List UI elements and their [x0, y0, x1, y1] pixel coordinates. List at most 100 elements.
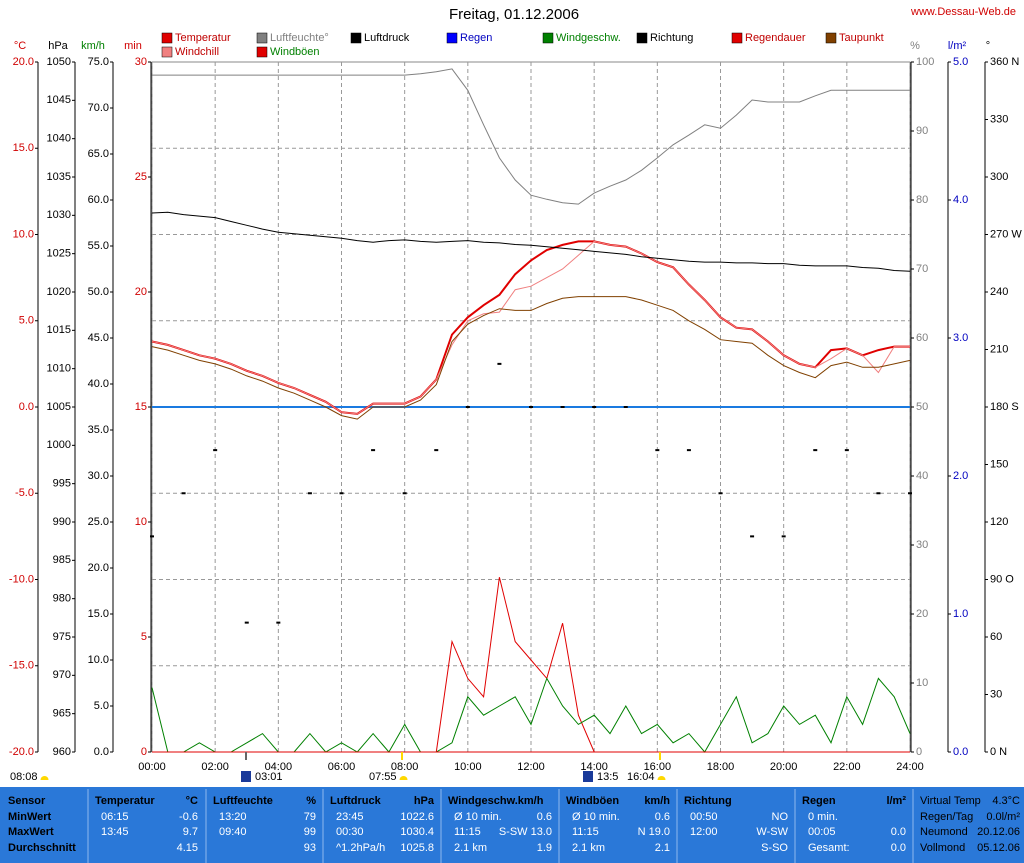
- legend-label: Luftfeuchte°: [270, 32, 329, 44]
- y-tick-label: 50: [916, 401, 928, 413]
- direction-dot: [150, 535, 154, 538]
- y-tick-label: 10: [916, 677, 928, 689]
- y-tick-label: 990: [53, 516, 71, 528]
- series-line: [151, 211, 911, 272]
- astro-time: 13:5: [597, 771, 618, 783]
- table-value: 0.6: [655, 811, 670, 823]
- site-link[interactable]: www.Dessau-Web.de: [910, 6, 1016, 18]
- series-line: [151, 240, 910, 415]
- y-tick-label: 25.0: [88, 516, 109, 528]
- x-tick-label: 16:00: [644, 761, 672, 773]
- table-value: S-SW 13.0: [499, 826, 552, 838]
- astro-time: 07:55: [369, 771, 397, 783]
- y-tick-label: 20: [135, 286, 147, 298]
- table-value: S-SO: [761, 842, 788, 854]
- legend-label: Taupunkt: [839, 32, 884, 44]
- y-tick-label: 270 W: [990, 228, 1022, 240]
- table-value: 0.0: [891, 826, 906, 838]
- direction-dot: [686, 449, 691, 452]
- x-tick-label: 04:00: [265, 761, 293, 773]
- y-tick-label: 965: [53, 708, 71, 720]
- y-tick-label: 30: [135, 56, 147, 68]
- table-value: 0.0: [891, 842, 906, 854]
- table-value: 0.0l/m²: [986, 811, 1020, 823]
- table-header: Windgeschw.km/h: [448, 795, 544, 807]
- y-tick-label: 1025: [47, 248, 71, 260]
- y-tick-label: 0.0: [953, 746, 968, 758]
- y-tick-label: 60: [916, 332, 928, 344]
- table-value: NO: [772, 811, 789, 823]
- table-unit: hPa: [414, 795, 435, 807]
- y-tick-label: 55.0: [88, 240, 109, 252]
- table-value: 1030.4: [400, 826, 434, 838]
- y-tick-label: 40.0: [88, 378, 109, 390]
- table-cell: 2.1 km: [572, 842, 605, 854]
- direction-dot: [244, 621, 249, 624]
- table-header: Windböen: [566, 795, 619, 807]
- table-cell: Ø 10 min.: [454, 811, 502, 823]
- direction-dot: [497, 362, 502, 365]
- y-tick-label: -20.0: [9, 746, 34, 758]
- direction-dot: [750, 535, 755, 538]
- y-tick-label: 1015: [47, 324, 71, 336]
- y-tick-label: 120: [990, 516, 1008, 528]
- moon-icon: [241, 771, 251, 782]
- table-cell: Ø 10 min.: [572, 811, 620, 823]
- table-value: 2.1: [655, 842, 670, 854]
- x-tick-label: 02:00: [201, 761, 229, 773]
- table-header: Luftfeuchte: [213, 795, 273, 807]
- y-tick-label: 960: [53, 746, 71, 758]
- table-value: N 19.0: [638, 826, 670, 838]
- y-tick-label: 45.0: [88, 332, 109, 344]
- y-tick-label: 40: [916, 470, 928, 482]
- axis-title: °: [986, 40, 990, 52]
- direction-dot: [718, 492, 723, 495]
- direction-dot: [434, 449, 439, 452]
- table-unit: %: [306, 795, 316, 807]
- axis-title: km/h: [81, 40, 105, 52]
- y-tick-label: 90: [916, 125, 928, 137]
- table-value: 1022.6: [400, 811, 434, 823]
- sun-icon: [399, 776, 408, 780]
- table-value: -0.6: [179, 811, 198, 823]
- y-tick-label: 60: [990, 631, 1002, 643]
- table-header: Temperatur: [95, 795, 155, 807]
- y-tick-label: 1.0: [953, 608, 968, 620]
- y-tick-label: 4.0: [953, 194, 968, 206]
- table-value: 1.9: [537, 842, 552, 854]
- legend-label: Regendauer: [745, 32, 806, 44]
- y-tick-label: 75.0: [88, 56, 109, 68]
- legend-swatch: [256, 32, 268, 44]
- table-cell: ^1.2hPa/h: [336, 842, 385, 854]
- table-cell: 11:15: [572, 826, 599, 838]
- table-cell: 13:45: [101, 826, 129, 838]
- table-header: Richtung: [684, 795, 732, 807]
- y-tick-label: 3.0: [953, 332, 968, 344]
- direction-dot: [402, 492, 407, 495]
- x-tick-label: 00:00: [138, 761, 166, 773]
- y-tick-label: 5: [141, 631, 147, 643]
- table-row-label: Durchschnitt: [8, 842, 76, 854]
- axis-title: l/m²: [948, 40, 967, 52]
- y-tick-label: 1005: [47, 401, 71, 413]
- axis-title: °C: [14, 40, 26, 52]
- y-tick-label: 330: [990, 113, 1008, 125]
- y-tick-label: 240: [990, 286, 1008, 298]
- y-tick-label: 1045: [47, 94, 71, 106]
- sun-icon: [657, 776, 666, 780]
- table-value: 4.15: [177, 842, 198, 854]
- y-tick-label: 975: [53, 631, 71, 643]
- y-tick-label: 30: [916, 539, 928, 551]
- x-tick-label: 06:00: [328, 761, 356, 773]
- legend-swatch: [731, 32, 743, 44]
- astro-time: 16:04: [627, 771, 655, 783]
- y-tick-label: 30: [990, 688, 1002, 700]
- y-tick-label: 5.0: [19, 315, 34, 327]
- legend-swatch: [350, 32, 362, 44]
- y-tick-label: 1000: [47, 439, 71, 451]
- table-cell: Neumond: [920, 826, 968, 838]
- y-tick-label: 80: [916, 194, 928, 206]
- table-unit: km/h: [644, 795, 670, 807]
- table-cell: 00:05: [808, 826, 836, 838]
- y-tick-label: 0: [141, 746, 147, 758]
